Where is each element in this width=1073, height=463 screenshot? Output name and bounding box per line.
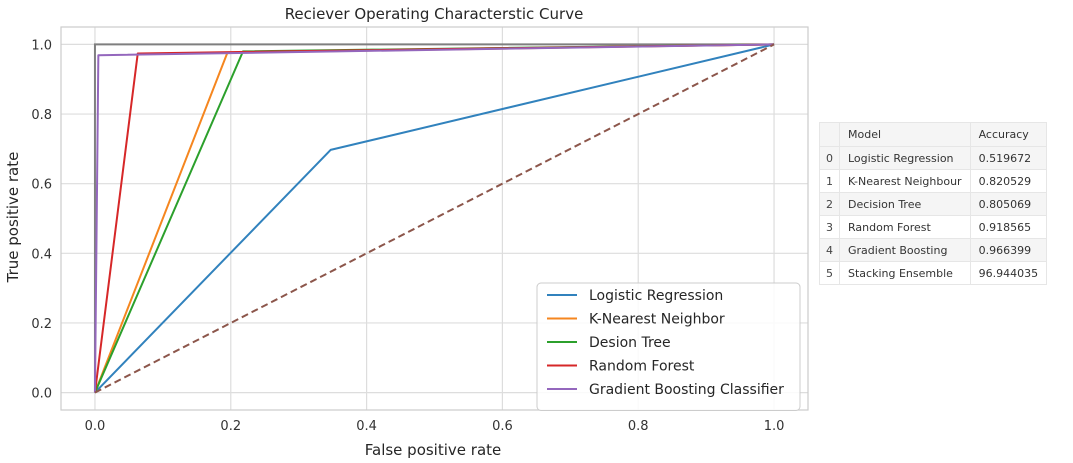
x-tick-label: 0.4 — [356, 419, 377, 434]
x-tick-label: 0.8 — [628, 419, 649, 434]
table-header-model: Model — [839, 122, 971, 147]
table-cell-accuracy: 0.820529 — [969, 169, 1048, 193]
y-tick-labels: 0.0 0.2 0.4 0.6 0.8 1.0 — [31, 38, 52, 401]
y-tick-label: 0.8 — [31, 108, 52, 123]
table-cell-accuracy: 0.519672 — [969, 146, 1048, 170]
table-row: 4 Gradient Boosting 0.966399 — [819, 238, 1048, 262]
table-cell-accuracy: 0.805069 — [969, 192, 1048, 216]
series-lines — [93, 43, 775, 394]
table-row-index: 4 — [819, 238, 840, 262]
table-header-index — [819, 122, 840, 147]
legend-box — [536, 282, 801, 411]
y-axis-label: True positive rate — [4, 152, 22, 284]
series-line-5 — [93, 43, 775, 393]
x-tick-label: 1.0 — [764, 419, 785, 434]
table-cell-accuracy: 0.918565 — [969, 215, 1048, 239]
legend-label: Random Forest — [589, 359, 695, 375]
table-row-index: 1 — [819, 169, 840, 193]
table-cell-model: Stacking Ensemble — [839, 261, 971, 285]
table-row-index: 2 — [819, 192, 840, 216]
x-tick-label: 0.6 — [492, 419, 513, 434]
table-row: 1 K-Nearest Neighbour 0.820529 — [819, 169, 1048, 193]
chart-title: Reciever Operating Characterstic Curve — [285, 5, 584, 23]
table-header-accuracy: Accuracy — [969, 122, 1048, 147]
legend-label: Desion Tree — [589, 335, 671, 351]
table-cell-model: Logistic Regression — [839, 146, 971, 170]
table-header-row: Model Accuracy — [819, 122, 1048, 147]
x-tick-label: 0.0 — [85, 419, 106, 434]
table-cell-accuracy: 96.944035 — [969, 261, 1048, 285]
table-row-index: 3 — [819, 215, 840, 239]
table-row: 3 Random Forest 0.918565 — [819, 215, 1048, 239]
perfect-classifier-line — [93, 43, 775, 393]
table-row: 5 Stacking Ensemble 96.944035 — [819, 261, 1048, 285]
table-cell-model: Decision Tree — [839, 192, 971, 216]
table-cell-model: Gradient Boosting — [839, 238, 971, 262]
table-row: 0 Logistic Regression 0.519672 — [819, 146, 1048, 170]
x-axis-label: False positive rate — [365, 441, 502, 459]
table-row-index: 5 — [819, 261, 840, 285]
accuracy-table: Model Accuracy 0 Logistic Regression 0.5… — [819, 122, 1048, 285]
table-cell-accuracy: 0.966399 — [969, 238, 1048, 262]
legend: Logistic Regression K-Nearest Neighbor Des… — [536, 282, 801, 411]
y-tick-label: 0.6 — [31, 178, 52, 193]
diagonal-reference-line — [94, 43, 775, 394]
legend-label: Logistic Regression — [589, 288, 723, 304]
y-tick-label: 1.0 — [31, 38, 52, 53]
table-row-index: 0 — [819, 146, 840, 170]
y-tick-label: 0.0 — [31, 387, 52, 402]
y-tick-label: 0.2 — [31, 317, 52, 332]
table-cell-model: K-Nearest Neighbour — [839, 169, 971, 193]
table-row: 2 Decision Tree 0.805069 — [819, 192, 1048, 216]
plot-frame — [60, 26, 809, 411]
legend-label: K-Nearest Neighbor — [589, 312, 725, 328]
legend-label: Gradient Boosting Classifier — [589, 382, 784, 398]
series-line-1 — [94, 43, 775, 394]
table-cell-model: Random Forest — [839, 215, 971, 239]
x-tick-labels: 0.0 0.2 0.4 0.6 0.8 1.0 — [85, 419, 785, 434]
y-tick-label: 0.4 — [31, 247, 52, 262]
x-tick-label: 0.2 — [220, 419, 241, 434]
